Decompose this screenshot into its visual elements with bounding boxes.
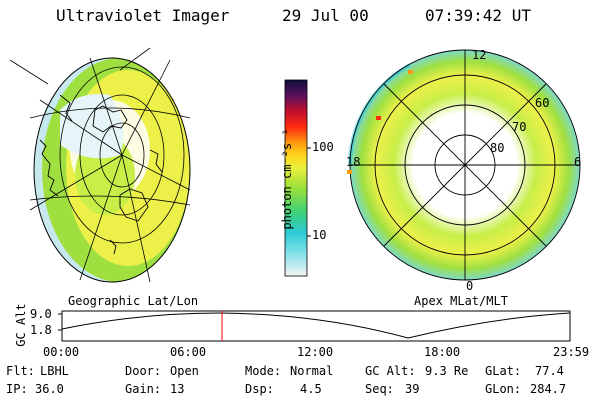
- xtick-0000: 00:00: [43, 345, 80, 359]
- status-ip-value: 36.0: [35, 382, 64, 396]
- geographic-panel: [9, 47, 191, 283]
- colorbar-tick-10: 10: [312, 228, 327, 242]
- status-mode-label: Mode:: [245, 364, 282, 378]
- time-label: 07:39:42 UT: [425, 6, 531, 25]
- geographic-panel-label: Geographic Lat/Lon: [68, 294, 199, 308]
- coastlines: [39, 94, 163, 255]
- altitude-ytick-low: 1.8: [30, 323, 52, 337]
- mlt-label-0: 0: [466, 279, 474, 293]
- altitude-ytick-high: 9.0: [30, 307, 52, 321]
- colorbar-unit-label: photon cm⁻²s⁻¹: [280, 128, 294, 230]
- polar-panel-label: Apex MLat/MLT: [414, 294, 508, 308]
- altitude-ylabel: GC Alt: [14, 303, 28, 347]
- status-seq-value: 39: [405, 382, 420, 396]
- status-ip-label: IP:: [6, 382, 28, 396]
- polar-panel: [347, 49, 581, 281]
- status-gain-label: Gain:: [125, 382, 162, 396]
- xtick-2359: 23:59: [553, 345, 590, 359]
- status-gcalt-label: GC Alt:: [365, 364, 416, 378]
- status-glat-label: GLat:: [485, 364, 522, 378]
- mlt-label-6: 6: [574, 155, 582, 169]
- status-filter-value: LBHL: [40, 364, 69, 378]
- geo-grid: [29, 57, 191, 283]
- xtick-0600: 06:00: [170, 345, 207, 359]
- lat-label-60: 60: [535, 96, 550, 110]
- colorbar-tick-100: 100: [312, 140, 334, 154]
- colorbar: [284, 79, 311, 277]
- lat-label-70: 70: [512, 120, 527, 134]
- status-mode-value: Normal: [290, 364, 334, 378]
- xtick-1800: 18:00: [424, 345, 461, 359]
- status-seq-label: Seq:: [365, 382, 394, 396]
- status-door-value: Open: [170, 364, 199, 378]
- date-label: 29 Jul 00: [282, 6, 369, 25]
- status-filter-label: Flt:: [6, 364, 35, 378]
- status-door-label: Door:: [125, 364, 162, 378]
- status-glat-value: 77.4: [535, 364, 564, 378]
- polar-grid: [349, 49, 581, 281]
- status-dsp-label: Dsp:: [245, 382, 274, 396]
- instrument-title: Ultraviolet Imager: [56, 6, 230, 25]
- mlt-label-12: 12: [472, 48, 487, 62]
- lat-label-80: 80: [490, 141, 505, 155]
- xtick-1200: 12:00: [297, 345, 334, 359]
- status-glon-value: 284.7: [530, 382, 567, 396]
- altitude-curve: [61, 312, 571, 339]
- altitude-plot: [58, 310, 571, 342]
- status-gain-value: 13: [170, 382, 185, 396]
- status-gcalt-value: 9.3 Re: [425, 364, 469, 378]
- status-glon-label: GLon:: [485, 382, 522, 396]
- status-dsp-value: 4.5: [300, 382, 322, 396]
- mlt-label-18: 18: [346, 155, 361, 169]
